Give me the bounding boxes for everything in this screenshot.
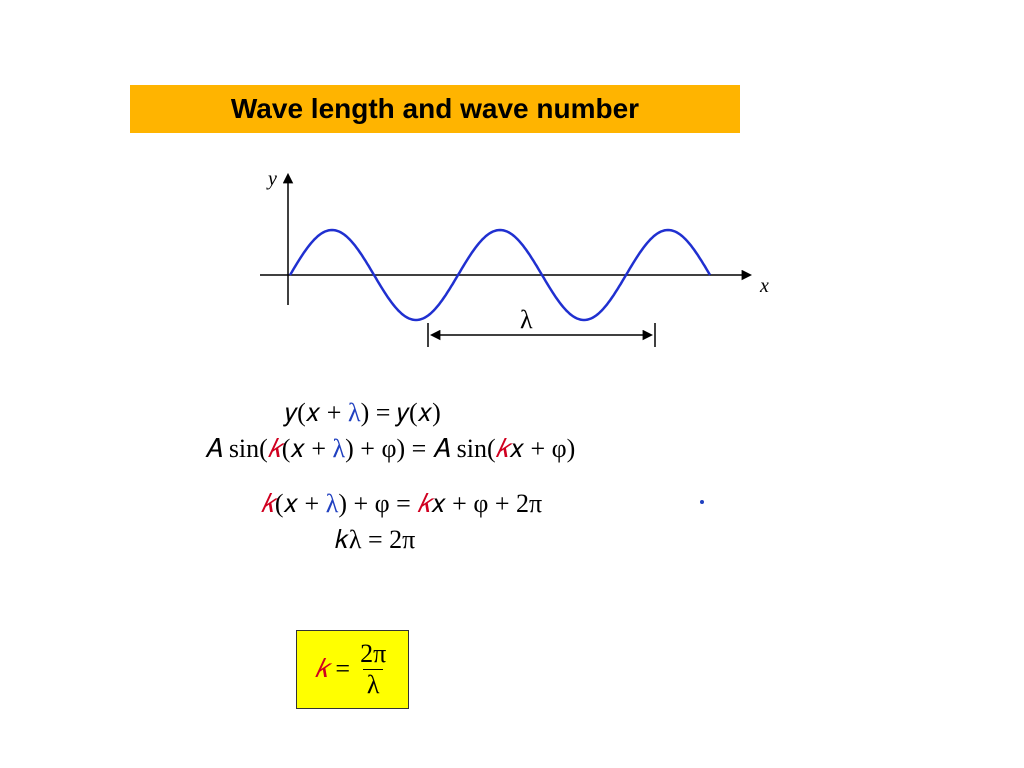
k-sym: 𝑘 — [261, 489, 275, 518]
lambda-sym: λ — [333, 434, 346, 463]
eq-phase: 𝑘(𝑥 + λ) + φ = 𝑘𝑥 + φ + 2π — [261, 486, 575, 522]
y-axis-label: y — [268, 168, 277, 191]
lambda-marker — [428, 323, 655, 347]
eq-sine-expanded: 𝐴 sin(𝑘(𝑥 + λ) + φ) = 𝐴 sin(𝑘𝑥 + φ) — [205, 431, 575, 467]
formula-denominator: λ — [363, 669, 384, 700]
lambda-sym: λ — [326, 489, 339, 518]
formula-numerator: 2π — [356, 639, 390, 669]
wave-number-formula: 𝑘 = 2π λ — [296, 630, 409, 709]
lambda-label: λ — [520, 305, 533, 335]
eq-klambda: 𝑘λ = 2π — [335, 522, 575, 558]
formula-lhs: 𝑘 = — [315, 654, 350, 685]
x-axis-label: x — [760, 275, 769, 298]
k-sym: 𝑘 — [417, 489, 431, 518]
k-sym: 𝑘 — [268, 434, 282, 463]
lambda-sym: λ — [348, 398, 361, 427]
equations-block: 𝑦(𝑥 + λ) = 𝑦(𝑥) 𝐴 sin(𝑘(𝑥 + λ) + φ) = 𝐴 … — [205, 395, 575, 559]
title-text: Wave length and wave number — [231, 93, 639, 125]
wave-diagram — [240, 165, 780, 360]
title-bar: Wave length and wave number — [130, 85, 740, 133]
stray-dot — [700, 500, 704, 504]
formula-fraction: 2π λ — [356, 639, 390, 700]
eq-periodicity: 𝑦(𝑥 + λ) = 𝑦(𝑥) — [285, 395, 575, 431]
k-sym: 𝑘 — [496, 434, 510, 463]
